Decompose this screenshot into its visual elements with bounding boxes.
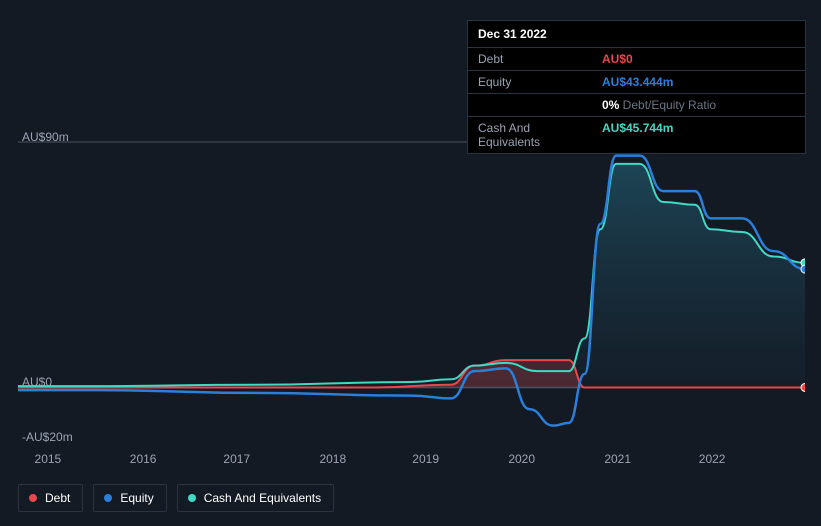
tooltip-value: AU$0 — [592, 48, 805, 70]
tooltip-row: Cash And EquivalentsAU$45.744m — [468, 117, 805, 153]
x-axis-label: 2022 — [699, 452, 726, 466]
legend-dot-icon — [104, 494, 112, 502]
chart-canvas — [18, 120, 805, 444]
y-axis-label: -AU$20m — [22, 430, 73, 444]
y-axis-label: AU$0 — [22, 375, 52, 389]
x-axis-label: 2015 — [35, 452, 62, 466]
x-axis-label: 2016 — [130, 452, 157, 466]
legend-label: Equity — [120, 491, 153, 505]
x-axis-label: 2018 — [319, 452, 346, 466]
tooltip-value: AU$45.744m — [592, 117, 805, 153]
legend-item-cash-and-equivalents[interactable]: Cash And Equivalents — [177, 484, 334, 512]
legend-label: Cash And Equivalents — [204, 491, 321, 505]
x-axis-label: 2021 — [604, 452, 631, 466]
tooltip-label — [468, 94, 592, 116]
legend-dot-icon — [188, 494, 196, 502]
legend-item-equity[interactable]: Equity — [93, 484, 166, 512]
y-axis-label: AU$90m — [22, 130, 69, 144]
tooltip-label: Cash And Equivalents — [468, 117, 592, 153]
tooltip-label: Equity — [468, 71, 592, 93]
x-axis-label: 2019 — [412, 452, 439, 466]
legend-label: Debt — [45, 491, 70, 505]
x-axis: 2015 2016 2017 2018 2019 2020 2021 2022 — [18, 452, 805, 472]
legend-dot-icon — [29, 494, 37, 502]
tooltip-label: Debt — [468, 48, 592, 70]
tooltip-row: DebtAU$0 — [468, 48, 805, 71]
tooltip-row: 0% Debt/Equity Ratio — [468, 94, 805, 117]
debt-equity-chart — [18, 120, 805, 466]
chart-legend: Debt Equity Cash And Equivalents — [18, 484, 334, 512]
tooltip-row: EquityAU$43.444m — [468, 71, 805, 94]
tooltip-value: 0% Debt/Equity Ratio — [592, 94, 805, 116]
x-axis-label: 2020 — [508, 452, 535, 466]
tooltip-value: AU$43.444m — [592, 71, 805, 93]
chart-tooltip: Dec 31 2022 DebtAU$0EquityAU$43.444m0% D… — [467, 20, 806, 154]
tooltip-date: Dec 31 2022 — [468, 21, 805, 48]
x-axis-label: 2017 — [223, 452, 250, 466]
legend-item-debt[interactable]: Debt — [18, 484, 83, 512]
